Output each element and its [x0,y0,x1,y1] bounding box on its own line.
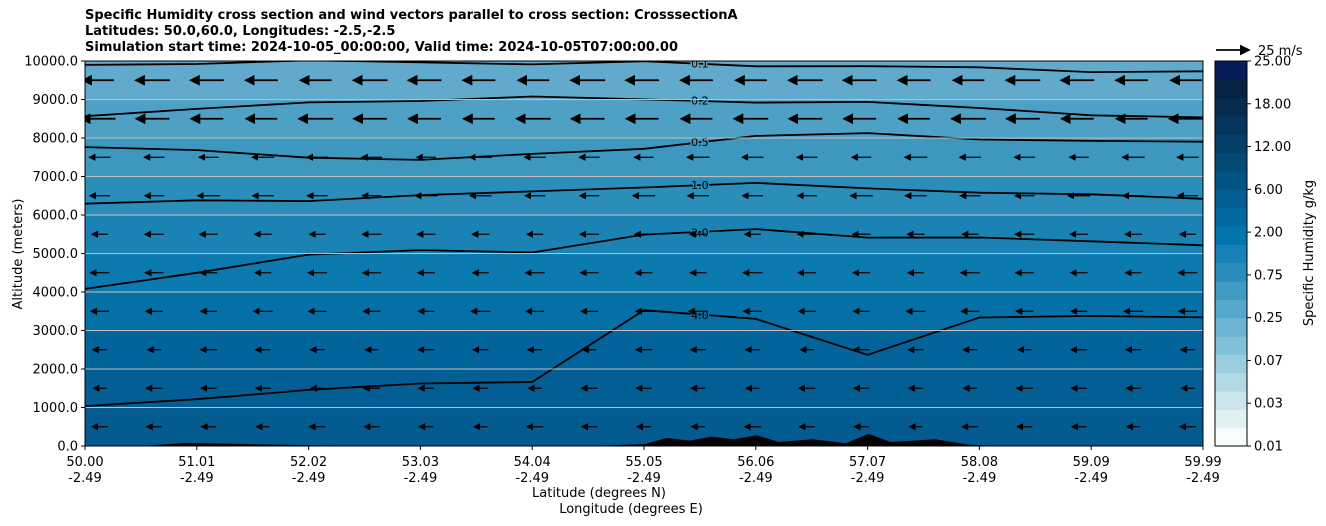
y-tick-label: 0.0 [57,440,78,455]
axes: 0.0 1000.0 2000.0 3000.0 4000.0 5000.0 6000.0 7… [11,55,1222,518]
x-tick-label-lat: 59.09 [1073,455,1110,470]
x-axis-label-lat: Latitude (degrees N) [532,486,666,501]
x-tick-label-lat: 54.04 [514,455,551,470]
contour-label: 2.0 [691,226,709,239]
colorbar-label: Specific Humidity g/kg [1302,180,1317,326]
y-tick-label: 10000.0 [24,55,78,70]
colorbar-tick-label: 0.75 [1254,268,1283,283]
contour-label: 0.1 [691,58,709,71]
x-tick-label-lat: 59.99 [1184,455,1221,470]
colorbar-segment [1215,317,1247,337]
y-tick-label: 8000.0 [33,132,79,147]
wind-key: 25 m/s [1216,44,1303,59]
contour-line-0.5 [85,132,1203,161]
colorbar-segment [1215,116,1247,135]
colorbar-tick-label: 0.01 [1254,440,1283,455]
colorbar-segment [1215,281,1247,300]
contour-label: 0.2 [691,94,709,107]
x-tick-label-lat: 51.01 [178,455,215,470]
colorbar-segment [1215,354,1247,374]
y-tick-label: 3000.0 [33,324,79,339]
chart-title-line-3: Simulation start time: 2024-10-05_00:00:… [85,40,678,55]
colorbar-tick-label: 18.00 [1254,97,1291,112]
terrain [555,433,1026,446]
y-tick-label: 7000.0 [33,170,79,185]
x-tick-label-lon: -2.49 [627,471,661,486]
colorbar-tick-label: 6.00 [1254,183,1283,198]
colorbar: 0.01 0.03 0.07 0.25 0.75 2.00 6.00 12.00 18.00 25… [1214,55,1317,455]
x-tick-label-lat: 56.06 [737,455,774,470]
colorbar-tick-label: 12.00 [1254,140,1291,155]
y-tick-label: 9000.0 [33,93,79,108]
y-tick-label: 4000.0 [33,286,79,301]
colorbar-segment [1215,171,1247,190]
colorbar-segment [1215,244,1247,264]
colorbar-segment [1215,61,1247,80]
plot-area: 0.10.20.51.02.04.0 [85,58,1203,446]
colorbar-segment [1215,134,1247,154]
colorbar-tick-label: 25.00 [1254,55,1291,70]
x-tick-label-lat: 55.05 [625,455,662,470]
colorbar-tick-label: 0.25 [1254,311,1283,326]
colorbar-segment [1215,262,1247,282]
wind-key-label: 25 m/s [1258,44,1303,59]
colorbar-tick-label: 0.03 [1254,397,1283,412]
x-tick-label-lon: -2.49 [68,471,102,486]
terrain [140,442,365,446]
colorbar-segment [1215,207,1247,227]
colorbar-tick-label: 0.07 [1254,354,1283,369]
colorbar-frame [1214,60,1248,447]
x-tick-label-lon: -2.49 [1074,471,1108,486]
colorbar-segment [1215,409,1247,429]
colorbar-segment [1215,299,1247,319]
x-tick-label-lon: -2.49 [739,471,773,486]
x-tick-label-lat: 58.08 [961,455,998,470]
x-tick-label-lat: 53.03 [402,455,439,470]
colorbar-segment [1215,79,1247,99]
y-tick-label: 5000.0 [33,247,79,262]
x-axis-label-lon: Longitude (degrees E) [559,502,703,517]
colorbar-segment [1215,372,1247,392]
x-tick-label-lon: -2.49 [404,471,438,486]
colorbar-segment [1215,152,1247,172]
chart-title-line-1: Specific Humidity cross section and wind… [85,8,738,23]
colorbar-segment [1215,391,1247,410]
y-tick-label: 2000.0 [33,363,79,378]
x-tick-label-lon: -2.49 [180,471,214,486]
x-tick-label-lon: -2.49 [292,471,326,486]
colorbar-segment [1215,97,1247,117]
y-tick-label: 1000.0 [33,401,79,416]
x-tick-label-lon: -2.49 [851,471,885,486]
x-tick-label-lon: -2.49 [963,471,997,486]
x-tick-label-lon: -2.49 [515,471,549,486]
contour-line-4.0 [85,309,1203,407]
x-tick-label-lat: 57.07 [849,455,886,470]
x-tick-label-lat: 52.02 [290,455,327,470]
colorbar-segment [1215,226,1247,245]
contour-label: 1.0 [691,179,709,192]
colorbar-segment [1215,427,1247,447]
x-tick-label-lon: -2.49 [1186,471,1220,486]
y-tick-label: 6000.0 [33,209,79,224]
x-tick-label-lat: 50.00 [66,455,103,470]
colorbar-tick-label: 2.00 [1254,226,1283,241]
chart-title-line-2: Latitudes: 50.0,60.0, Longitudes: -2.5,-… [85,24,396,39]
colorbar-segment [1215,336,1247,355]
colorbar-segment [1215,189,1247,209]
y-axis-label: Altitude (meters) [11,199,26,310]
